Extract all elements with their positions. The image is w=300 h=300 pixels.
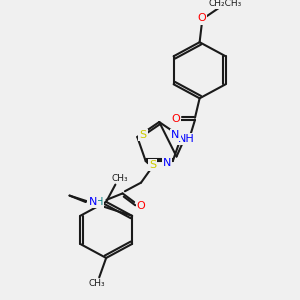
Text: S: S	[140, 130, 147, 140]
Text: CH₂CH₃: CH₂CH₃	[208, 0, 242, 8]
Text: CH₃: CH₃	[88, 279, 105, 288]
Text: N: N	[171, 130, 180, 140]
Text: NH: NH	[177, 134, 194, 144]
Text: H: H	[96, 197, 103, 207]
Text: O: O	[137, 201, 146, 212]
Text: N: N	[88, 197, 97, 207]
Text: O: O	[197, 14, 206, 23]
Text: N: N	[163, 158, 171, 168]
Text: S: S	[149, 160, 156, 170]
Text: CH₃: CH₃	[112, 174, 128, 183]
Text: O: O	[171, 114, 180, 124]
